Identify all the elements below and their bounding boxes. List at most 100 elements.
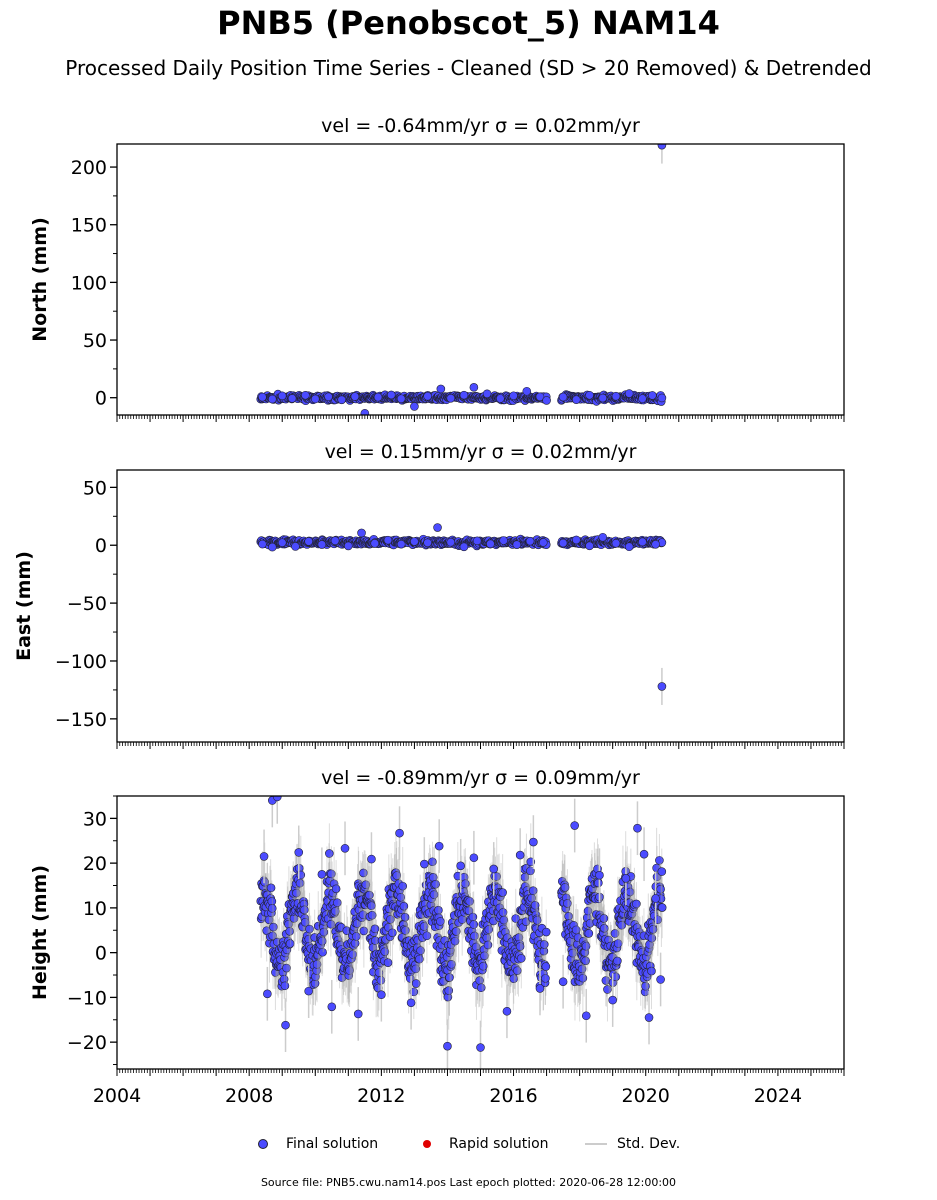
final-solution-point	[542, 396, 551, 405]
final-solution-point	[611, 391, 621, 401]
final-solution-point	[450, 936, 460, 946]
y-tick-label: 50	[83, 330, 107, 352]
final-solution-point	[436, 917, 445, 926]
final-solution-point	[613, 939, 623, 948]
final-solution-point	[433, 523, 442, 532]
final-solution-point	[310, 394, 320, 404]
final-solution-point	[268, 931, 277, 941]
final-solution-point	[277, 538, 287, 547]
final-solution-point	[571, 925, 581, 935]
final-solution-point	[532, 915, 542, 925]
final-solution-point	[325, 849, 334, 858]
final-solution-point	[291, 542, 300, 551]
final-solution-point	[598, 532, 608, 542]
final-solution-point	[469, 920, 478, 929]
final-solution-point	[305, 924, 314, 934]
final-solution-point	[380, 947, 390, 956]
final-solution-point	[422, 931, 432, 941]
final-solution-point	[459, 542, 469, 552]
final-solution-point	[484, 925, 494, 934]
final-solution-point	[392, 871, 402, 880]
chart-title: PNB5 (Penobscot_5) NAM14	[217, 4, 720, 42]
y-axis-label: North (mm)	[29, 217, 51, 342]
y-tick-label: −50	[67, 593, 107, 615]
final-solution-point	[416, 946, 425, 955]
subplot-title: vel = -0.89mm/yr σ = 0.09mm/yr	[321, 767, 640, 789]
final-solution-point	[599, 914, 609, 923]
final-solution-point	[280, 981, 290, 991]
final-solution-point	[330, 906, 340, 916]
final-solution-point	[373, 392, 383, 402]
final-solution-point	[419, 922, 429, 931]
plot-frame	[116, 469, 845, 743]
y-tick-label: 0	[95, 535, 107, 557]
final-solution-point	[513, 966, 522, 975]
final-solution-point	[431, 879, 440, 889]
final-solution-point	[638, 394, 647, 403]
final-solution-point	[423, 538, 432, 548]
final-solution-point	[624, 389, 634, 398]
final-solution-point	[304, 537, 313, 546]
final-solution-point	[300, 905, 309, 915]
final-solution-point	[446, 393, 456, 403]
final-solution-point	[352, 932, 361, 941]
final-solution-point	[568, 948, 577, 958]
final-solution-point	[572, 395, 581, 404]
final-solution-point	[638, 537, 647, 547]
final-solution-point	[657, 393, 667, 403]
final-solution-point	[509, 391, 518, 401]
final-solution-point	[538, 538, 548, 547]
final-solution-point	[632, 899, 641, 909]
final-solution-point	[285, 939, 295, 948]
final-solution-point	[511, 914, 521, 923]
final-solution-point	[648, 925, 658, 934]
y-tick-label: −100	[55, 651, 107, 673]
final-solution-point	[451, 927, 461, 936]
final-solution-point	[577, 964, 587, 974]
final-solution-point	[386, 390, 396, 400]
y-tick-label: 150	[71, 215, 107, 237]
final-solution-point	[332, 898, 342, 908]
final-solution-point	[563, 899, 572, 908]
final-solution-point	[348, 950, 358, 959]
final-solution-point	[558, 392, 568, 402]
final-solution-point	[512, 540, 522, 549]
final-solution-point	[459, 390, 469, 400]
final-solution-point	[509, 974, 519, 984]
final-solution-point	[285, 927, 294, 936]
final-solution-point	[396, 539, 406, 549]
final-solution-point	[411, 979, 421, 988]
final-solution-point	[258, 392, 267, 402]
final-solution-point	[585, 390, 594, 400]
final-solution-point	[515, 942, 525, 951]
final-solution-point	[312, 960, 322, 969]
final-solution-point	[446, 537, 456, 547]
final-solution-point	[327, 869, 336, 879]
final-solution-point	[445, 973, 454, 982]
final-solution-point	[657, 144, 667, 150]
final-solution-point	[386, 915, 395, 924]
final-solution-point	[258, 539, 267, 549]
final-solution-point	[398, 881, 408, 891]
final-solution-point	[300, 917, 310, 927]
y-axis-label: East (mm)	[13, 551, 35, 661]
final-solution-point	[383, 535, 393, 545]
y-tick-label: 200	[71, 157, 107, 179]
final-solution-point	[428, 857, 437, 867]
final-solution-point	[326, 919, 336, 929]
final-solution-point	[269, 922, 278, 932]
final-solution-point	[317, 936, 327, 946]
final-solution-point	[411, 964, 421, 974]
final-solution-point	[499, 536, 508, 545]
final-solution-point	[287, 394, 297, 403]
final-solution-point	[268, 394, 277, 404]
final-solution-point	[359, 926, 369, 936]
final-solution-point	[583, 906, 593, 916]
final-solution-point	[465, 897, 475, 906]
final-solution-point	[415, 954, 424, 964]
final-solution-point	[525, 536, 535, 546]
final-solution-point	[610, 929, 620, 938]
data-layer	[256, 144, 667, 415]
final-solution-point	[277, 391, 287, 401]
